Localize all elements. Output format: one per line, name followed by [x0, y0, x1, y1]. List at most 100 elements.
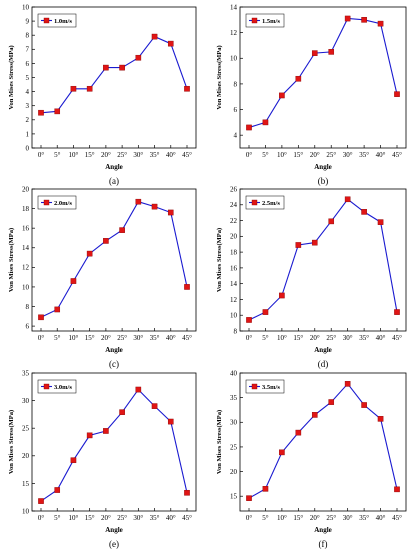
data-point: [311, 412, 318, 418]
data-point: [344, 381, 351, 387]
y-tick-label: 15: [22, 480, 30, 488]
x-tick-label: 35°: [150, 514, 160, 522]
x-tick-label: 40°: [166, 514, 176, 522]
y-tick-label: 12: [22, 264, 30, 272]
data-point: [377, 20, 384, 27]
x-tick-label: 45°: [392, 514, 402, 522]
panel-caption: (b): [318, 176, 329, 186]
x-tick-label: 0°: [38, 151, 45, 159]
x-tick-label: 20°: [310, 334, 320, 342]
data-point: [262, 119, 269, 126]
y-tick-label: 15: [230, 493, 238, 501]
y-tick-label: 40: [230, 369, 238, 377]
x-tick-label: 40°: [166, 151, 176, 159]
data-point: [119, 409, 125, 415]
legend-marker-swatch: [43, 383, 50, 390]
data-point: [394, 91, 400, 97]
data-point: [151, 403, 158, 409]
y-axis-label: Von Mises Stress(MPa): [8, 45, 15, 109]
data-point: [394, 309, 400, 315]
plot-frame: [239, 372, 407, 512]
x-tick-label: 5°: [262, 514, 269, 522]
chart-panel-6: 15 20 25 30 35 40 0° 5° 10° 15° 20° 25° 30° 35° 40° 45°…: [216, 369, 407, 549]
x-tick-label: 15°: [85, 334, 95, 342]
x-axis-label: Angle: [105, 163, 123, 171]
legend-box: [245, 379, 285, 394]
x-tick-label: 30°: [133, 334, 143, 342]
x-axis-label: Angle: [314, 346, 332, 354]
y-tick-label: 8: [26, 32, 30, 40]
y-tick-label: 10: [22, 3, 30, 11]
y-tick-label: 6: [26, 60, 30, 68]
data-point: [246, 495, 252, 501]
x-tick-label: 30°: [343, 334, 353, 342]
x-tick-label: 15°: [85, 514, 95, 522]
y-axis-label: Von Mises Stress(MPa): [216, 228, 223, 292]
x-tick-label: 25°: [326, 151, 336, 159]
data-point: [328, 218, 335, 225]
data-point: [279, 92, 285, 99]
legend-box: [245, 195, 285, 210]
legend-marker-swatch: [43, 199, 50, 206]
data-point: [38, 109, 44, 116]
x-tick-label: 40°: [166, 334, 176, 342]
y-tick-label: 14: [22, 244, 30, 252]
y-axis-label: Von Mises Stress(MPa): [8, 410, 15, 474]
x-tick-label: 20°: [310, 514, 320, 522]
data-point: [262, 486, 269, 492]
panel-caption: (a): [109, 176, 119, 186]
y-tick-label: 35: [22, 369, 30, 377]
data-point: [295, 242, 302, 248]
x-tick-label: 10°: [69, 151, 79, 159]
data-point: [361, 17, 367, 23]
y-tick-label: 6: [26, 323, 30, 331]
y-tick-label: 30: [22, 397, 30, 405]
data-point: [86, 250, 93, 257]
data-point: [377, 219, 384, 225]
x-tick-label: 0°: [246, 151, 253, 159]
legend-label: 1.0m/s: [54, 18, 72, 25]
x-tick-label: 35°: [150, 334, 160, 342]
y-tick-label: 16: [230, 264, 238, 272]
x-tick-label: 20°: [101, 151, 111, 159]
y-tick-label: 8: [26, 303, 30, 311]
plot-frame: [31, 188, 197, 332]
x-tick-label: 10°: [69, 334, 79, 342]
y-tick-label: 25: [22, 425, 30, 433]
legend-marker-swatch: [251, 17, 258, 24]
x-tick-label: 25°: [117, 151, 127, 159]
x-tick-label: 25°: [117, 334, 127, 342]
data-point: [119, 64, 125, 71]
data-point: [135, 198, 142, 205]
data-point: [295, 429, 302, 436]
y-tick-label: 1: [26, 130, 30, 138]
plot-frame: [31, 6, 197, 149]
chart-panel-4: 8 10 12 14 16 18 20 22 24 26 0° 5° 10° 15° 20° 25° 30° 35…: [216, 185, 407, 369]
y-tick-label: 3: [26, 102, 30, 110]
y-tick-label: 18: [22, 205, 30, 213]
y-tick-label: 10: [230, 55, 238, 63]
x-tick-label: 40°: [376, 514, 386, 522]
series-line: [248, 382, 398, 499]
data-point: [54, 306, 61, 313]
data-point: [86, 85, 93, 92]
x-tick-label: 35°: [359, 334, 369, 342]
x-tick-label: 0°: [246, 334, 253, 342]
y-tick-label: 8: [234, 80, 238, 88]
x-tick-label: 30°: [343, 514, 353, 522]
x-tick-label: 5°: [262, 334, 269, 342]
x-tick-label: 10°: [277, 334, 287, 342]
legend-label: 3.5m/s: [262, 384, 280, 391]
y-tick-label: 25: [230, 443, 238, 451]
panel-caption: (e): [109, 539, 119, 549]
chart-panel-5: 10 15 20 25 30 35 0° 5° 10° 15° 20° 25° 30° 35° 40° 45°…: [8, 369, 197, 549]
y-tick-label: 20: [230, 468, 238, 476]
data-point: [151, 203, 158, 210]
series-line: [40, 35, 188, 114]
chart-panel-2: 4 6 8 10 12 14 0° 5° 10° 15° 20° 25° 30° 35° 40° 45° Ang…: [216, 3, 407, 186]
chart-panel-1: 0 1 2 3 4 5 6 7 8 9 10 0° 5° 10° 15° 20° 25° 30° 35° 40° 45°…: [8, 3, 197, 186]
y-tick-label: 35: [230, 394, 238, 402]
panel-caption: (f): [319, 539, 328, 549]
y-axis-label: Von Mises Stress(MPa): [8, 228, 15, 292]
